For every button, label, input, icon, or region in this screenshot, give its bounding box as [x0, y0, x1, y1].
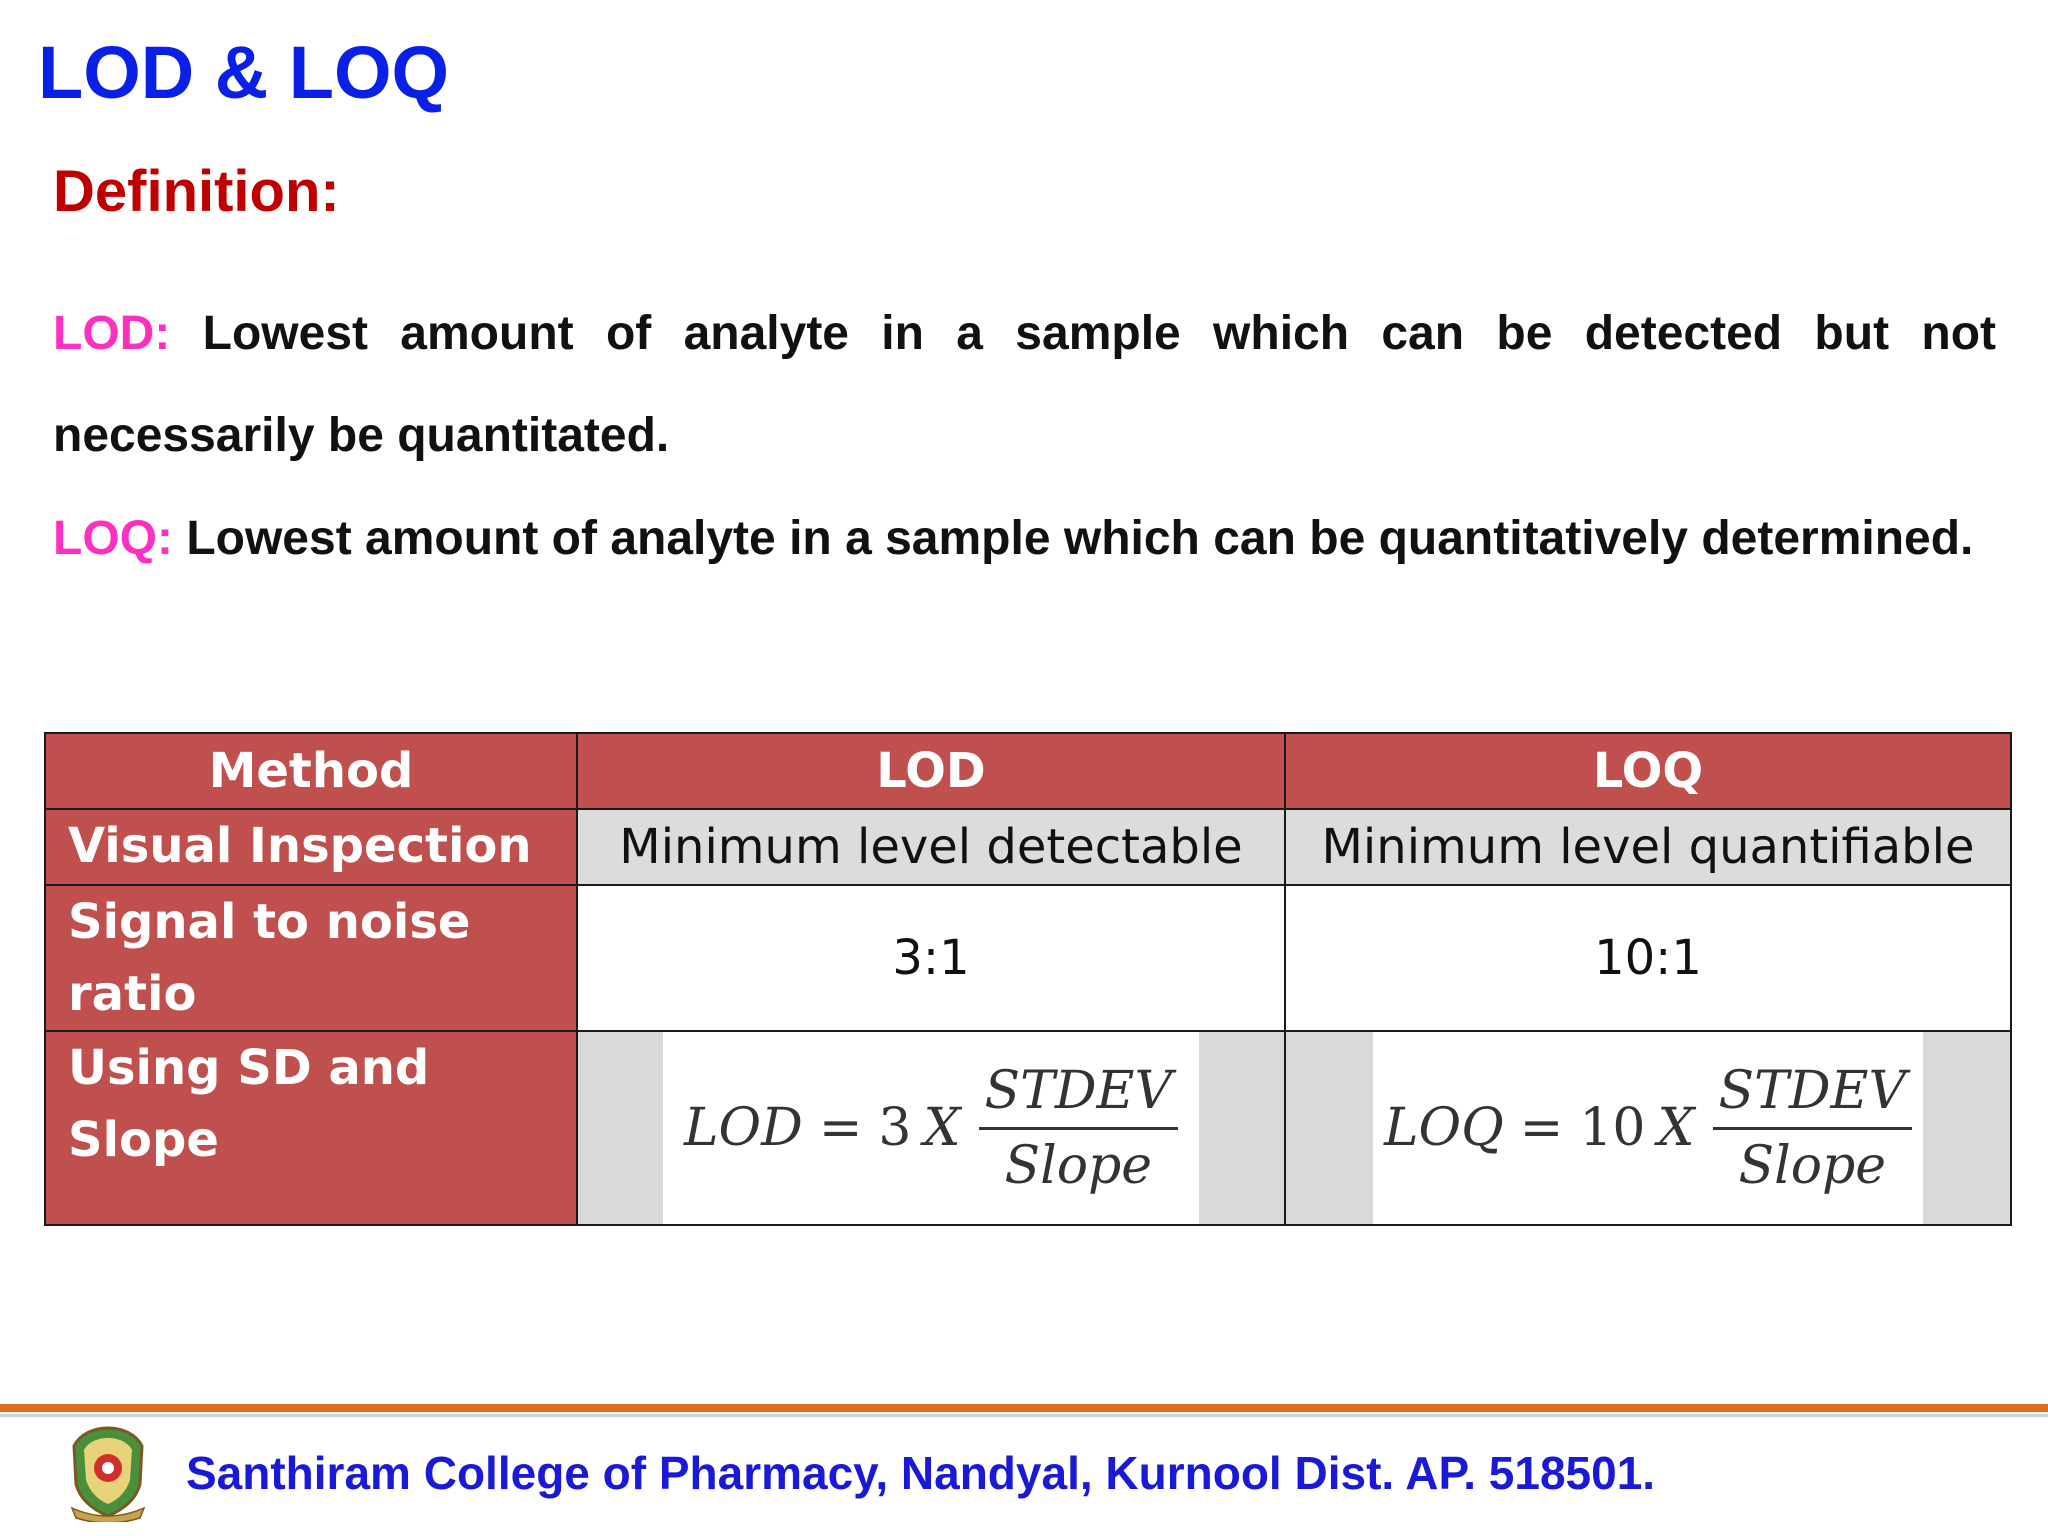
lod-formula-denominator: Slope [1004, 1135, 1153, 1196]
table-header-row: Method LOD LOQ [44, 732, 2012, 810]
table-row: Visual Inspection Minimum level detectab… [44, 808, 2012, 886]
lod-definition-text: Lowest amount of analyte in a sample whi… [53, 307, 1997, 462]
method-signal-to-noise: Signal to noise ratio [44, 884, 578, 1032]
header-method: Method [44, 732, 578, 810]
college-crest-icon [70, 1426, 146, 1522]
lod-formula-equals: = [818, 1098, 863, 1158]
lod-formula-cell: LOD = 3 X STDEV Slope [576, 1030, 1286, 1226]
loq-definition: LOQ: Lowest amount of analyte in a sampl… [53, 488, 1996, 590]
header-lod: LOD [576, 732, 1286, 810]
lod-formula-numerator: STDEV [978, 1061, 1179, 1130]
method-sd-slope: Using SD and Slope [44, 1030, 578, 1226]
loq-formula: LOQ = 10 X STDEV Slope [1373, 1032, 1923, 1224]
footer-accent-line [0, 1404, 2048, 1412]
method-visual-inspection: Visual Inspection [44, 808, 578, 886]
footer-college-name: Santhiram College of Pharmacy, Nandyal, … [186, 1447, 1656, 1499]
loq-formula-fraction: STDEV Slope [1712, 1061, 1913, 1196]
methods-table: Method LOD LOQ Visual Inspection Minimum… [44, 732, 2012, 1226]
lod-sn-value: 3:1 [576, 884, 1286, 1032]
loq-formula-cell: LOQ = 10 X STDEV Slope [1284, 1030, 2012, 1226]
loq-visual-value: Minimum level quantifiable [1284, 808, 2012, 886]
footer-divider [0, 1414, 2048, 1417]
lod-formula-lhs: LOD [683, 1098, 803, 1158]
lod-visual-value: Minimum level detectable [576, 808, 1286, 886]
loq-formula-lhs: LOQ [1383, 1098, 1504, 1158]
loq-formula-denominator: Slope [1738, 1135, 1887, 1196]
slide-title: LOD & LOQ [38, 31, 450, 114]
lod-formula-coefficient: 3 [878, 1098, 912, 1158]
loq-sn-value: 10:1 [1284, 884, 2012, 1032]
lod-formula-fraction: STDEV Slope [978, 1061, 1179, 1196]
lod-formula-times: X [923, 1098, 961, 1158]
loq-definition-text: Lowest amount of analyte in a sample whi… [186, 512, 1974, 565]
table-row: Using SD and Slope LOD = 3 X STDEV Slope [44, 1030, 2012, 1226]
definition-heading: Definition: [53, 159, 340, 224]
loq-formula-numerator: STDEV [1712, 1061, 1913, 1130]
loq-formula-equals: = [1519, 1098, 1564, 1158]
loq-formula-times: X [1657, 1098, 1695, 1158]
header-loq: LOQ [1284, 732, 2012, 810]
lod-formula: LOD = 3 X STDEV Slope [663, 1032, 1200, 1224]
table-row: Signal to noise ratio 3:1 10:1 [44, 884, 2012, 1032]
lod-term: LOD: [53, 307, 171, 360]
loq-term: LOQ: [53, 512, 173, 565]
loq-formula-coefficient: 10 [1579, 1098, 1646, 1158]
lod-definition: LOD: Lowest amount of analyte in a sampl… [53, 283, 1996, 487]
